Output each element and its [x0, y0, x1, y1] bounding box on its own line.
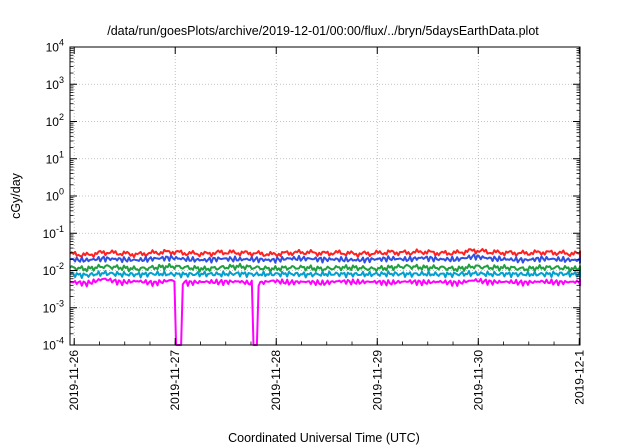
- x-tick-label: 2019-11-28: [269, 350, 283, 411]
- y-tick-exponent: -2: [56, 261, 64, 271]
- y-tick-base: 10: [46, 115, 60, 129]
- y-tick-label: 10-3: [43, 298, 64, 315]
- series-line: [69, 248, 581, 259]
- y-tick-label: 10-4: [43, 336, 64, 353]
- y-tick-label: 101: [46, 149, 64, 166]
- x-tick-label: 2019-12-1: [572, 350, 586, 405]
- y-tick-label: 102: [46, 112, 64, 129]
- x-tick-label: 2019-11-26: [67, 350, 81, 411]
- y-axis-label: cGy/day: [9, 172, 23, 219]
- y-tick-base: 10: [43, 227, 57, 241]
- y-tick-label: 103: [46, 75, 64, 92]
- y-tick-base: 10: [43, 264, 57, 278]
- y-tick-base: 10: [46, 78, 60, 92]
- series-line: [69, 277, 581, 346]
- x-tick-label: 2019-11-27: [168, 350, 182, 411]
- y-tick-exponent: -4: [56, 336, 64, 346]
- grid-lines: [70, 47, 580, 345]
- x-tick-label: 2019-11-30: [471, 350, 485, 411]
- x-axis-label: Coordinated Universal Time (UTC): [228, 431, 420, 445]
- y-tick-exponent: 2: [59, 112, 64, 122]
- y-tick-base: 10: [46, 190, 60, 204]
- y-tick-exponent: -1: [56, 224, 64, 234]
- y-tick-base: 10: [43, 339, 57, 353]
- y-tick-label: 100: [46, 187, 64, 204]
- y-tick-exponent: 0: [59, 187, 64, 197]
- x-tick-label: 2019-11-29: [370, 350, 384, 411]
- x-axis-ticks: 2019-11-26 2019-11-27 2019-11-28 2019-11-29…: [67, 47, 586, 411]
- y-tick-base: 10: [43, 301, 57, 315]
- series-lines: [69, 248, 581, 346]
- y-tick-label: 10-1: [43, 224, 64, 241]
- y-tick-exponent: -3: [56, 298, 64, 308]
- y-tick-base: 10: [46, 152, 60, 166]
- y-tick-label: 10-2: [43, 261, 64, 278]
- series-line: [69, 253, 581, 264]
- chart-title: /data/run/goesPlots/archive/2019-12-01/0…: [107, 24, 539, 38]
- y-tick-base: 10: [46, 41, 60, 55]
- series-line: [69, 270, 581, 279]
- y-tick-exponent: 3: [59, 75, 64, 85]
- y-tick-label: 104: [46, 38, 64, 55]
- series-line: [69, 262, 581, 273]
- y-tick-exponent: 1: [59, 149, 64, 159]
- y-tick-exponent: 4: [59, 38, 64, 48]
